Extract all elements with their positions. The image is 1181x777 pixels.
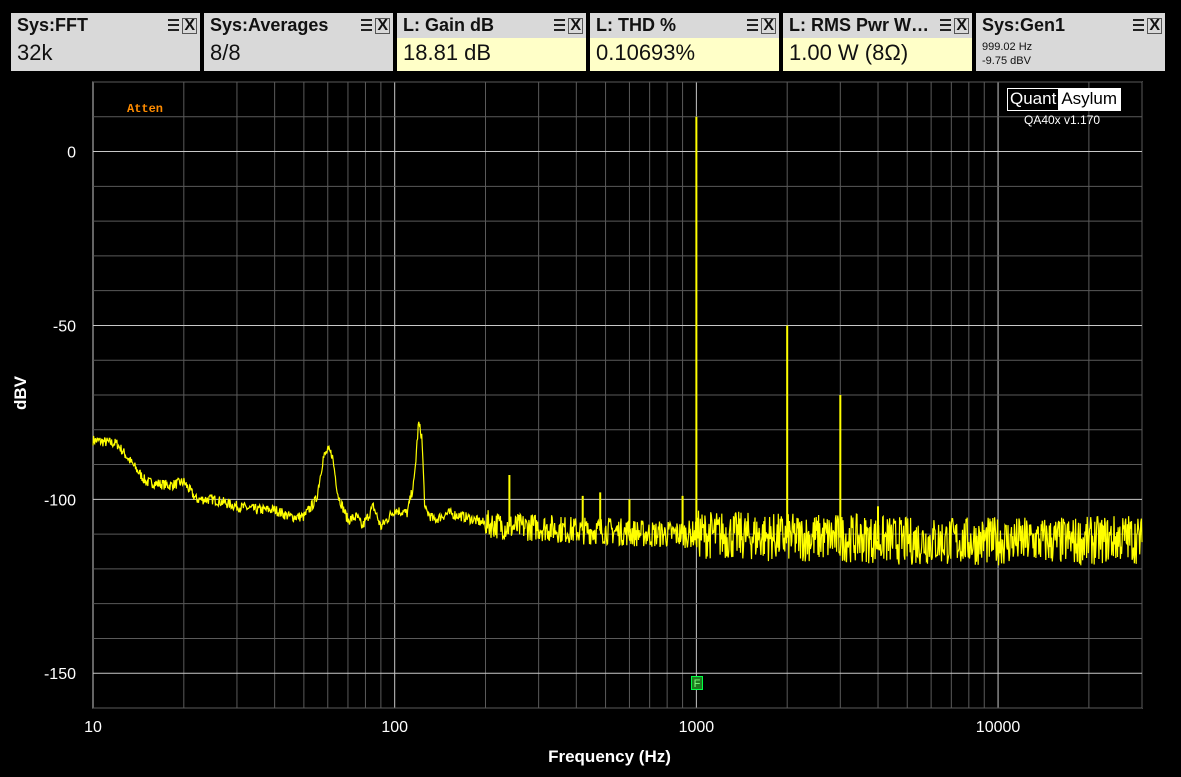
close-icon[interactable]: X — [182, 17, 197, 34]
y-tick-label: -100 — [44, 492, 76, 509]
panel-title: Sys:Averages — [210, 15, 329, 35]
y-tick-label: -50 — [53, 318, 76, 335]
version-label: QA40x v1.170 — [1024, 113, 1101, 127]
panel-value: 32k — [17, 40, 53, 65]
menu-icon[interactable] — [168, 18, 180, 31]
x-tick-label: 1000 — [679, 719, 715, 736]
menu-icon[interactable] — [1133, 18, 1145, 31]
panel-value: 18.81 dB — [397, 38, 586, 71]
y-axis-title: dBV — [11, 375, 30, 410]
measurement-panel[interactable]: Sys:FFT X 32k — [10, 12, 201, 72]
measurement-panel[interactable]: Sys:Gen1 X 999.02 Hz -9.75 dBV — [975, 12, 1166, 72]
measurement-panel[interactable]: Sys:Averages X 8/8 — [203, 12, 394, 72]
menu-icon[interactable] — [554, 18, 566, 31]
menu-icon[interactable] — [940, 18, 952, 31]
menu-icon[interactable] — [361, 18, 373, 31]
panel-title: L: Gain dB — [403, 15, 494, 35]
x-axis-title: Frequency (Hz) — [548, 747, 671, 766]
panel-value: 8/8 — [210, 40, 241, 65]
panel-value: 0.10693% — [590, 38, 779, 71]
measurement-panel[interactable]: L: THD % X 0.10693% — [589, 12, 780, 72]
close-icon[interactable]: X — [761, 17, 776, 34]
y-tick-label: 0 — [67, 145, 76, 162]
panel-title: Sys:Gen1 — [982, 15, 1066, 35]
measurement-panel[interactable]: L: RMS Pwr W… X 1.00 W (8Ω) — [782, 12, 973, 72]
logo-asylum-text: Asylum — [1058, 89, 1121, 110]
spectrum-trace — [92, 421, 1143, 566]
panel-value-line1: 999.02 Hz — [982, 41, 1033, 53]
atten-label: Atten — [127, 102, 163, 116]
x-tick-label: 10000 — [976, 719, 1021, 736]
fundamental-marker[interactable]: F — [691, 676, 703, 690]
close-icon[interactable]: X — [375, 17, 390, 34]
measurement-panel[interactable]: L: Gain dB X 18.81 dB — [396, 12, 587, 72]
panel-title: Sys:FFT — [17, 15, 89, 35]
close-icon[interactable]: X — [1147, 17, 1162, 34]
menu-icon[interactable] — [747, 18, 759, 31]
panel-title: L: THD % — [596, 15, 676, 35]
y-tick-label: -150 — [44, 666, 76, 683]
panel-value: 999.02 Hz -9.75 dBV — [976, 38, 1165, 71]
quantasylum-logo: Quant Asylum — [1007, 88, 1122, 111]
x-tick-label: 100 — [381, 719, 408, 736]
panel-value: 1.00 W (8Ω) — [783, 38, 972, 71]
x-tick-label: 10 — [84, 719, 102, 736]
panel-title: L: RMS Pwr W… — [789, 15, 929, 35]
panel-value-line2: -9.75 dBV — [982, 55, 1031, 67]
logo-quant-text: Quant — [1008, 89, 1059, 110]
close-icon[interactable]: X — [954, 17, 969, 34]
close-icon[interactable]: X — [568, 17, 583, 34]
